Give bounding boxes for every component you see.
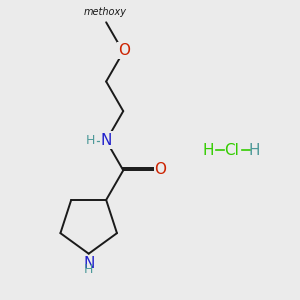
Text: O: O	[118, 43, 130, 58]
Text: N: N	[101, 133, 112, 148]
Text: H: H	[248, 142, 260, 158]
Text: O: O	[154, 162, 166, 177]
Text: H: H	[84, 262, 93, 276]
Text: N: N	[83, 256, 94, 271]
Text: methoxy: methoxy	[83, 7, 126, 17]
Text: H: H	[202, 142, 214, 158]
Text: Cl: Cl	[224, 142, 239, 158]
Text: H: H	[86, 134, 95, 147]
